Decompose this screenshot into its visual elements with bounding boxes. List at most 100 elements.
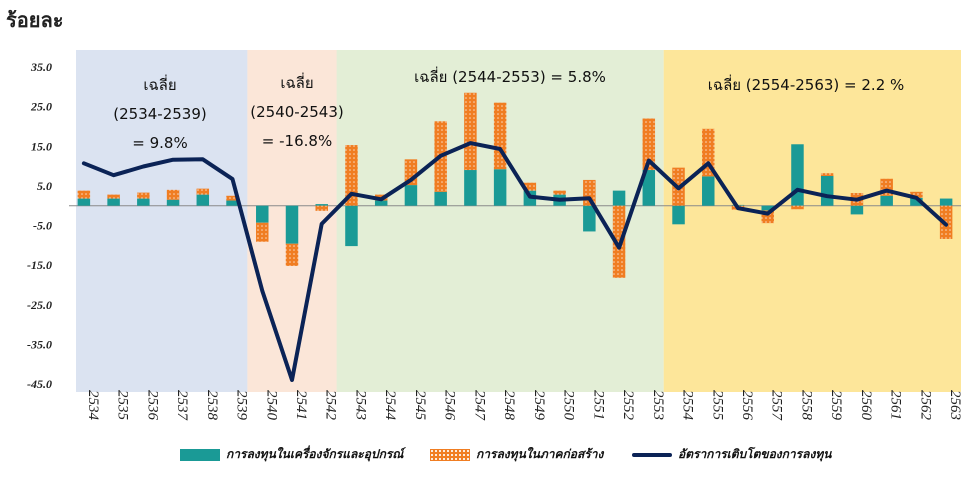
growth-point-2560 — [855, 198, 859, 202]
growth-point-2535 — [112, 173, 116, 177]
legend-label-construction: การลงทุนในภาคก่อสร้าง — [476, 447, 604, 461]
growth-rate-line — [81, 141, 949, 382]
period-average-label: = 9.8% — [132, 134, 187, 152]
construction-bar-2547 — [464, 92, 477, 171]
legend-swatch-growth-rate — [632, 452, 672, 457]
machinery-bar-2543 — [345, 205, 358, 247]
machinery-bar-2552 — [612, 190, 626, 206]
x-tick-label: 2550 — [561, 390, 577, 421]
machinery-bar-2558 — [791, 144, 804, 206]
x-tick-label: 2554 — [680, 390, 696, 421]
y-tick-label: 35.0 — [30, 60, 52, 74]
legend-label-growth-rate: อัตราการเติบโตของการลงทุน — [678, 447, 832, 461]
construction-bar-2535 — [107, 194, 120, 199]
x-tick-label: 2543 — [352, 390, 368, 420]
machinery-bar-2545 — [404, 185, 418, 206]
machinery-bar-2537 — [166, 199, 180, 206]
x-tick-label: 2535 — [115, 390, 131, 421]
x-tick-label: 2537 — [174, 390, 190, 422]
growth-point-2544 — [379, 197, 383, 201]
x-tick-label: 2559 — [828, 390, 844, 421]
machinery-bar-2563 — [939, 198, 953, 206]
x-tick-label: 2551 — [590, 390, 606, 420]
construction-bar-2536 — [137, 192, 150, 199]
period-average-label: เฉลี่ย — [143, 74, 176, 94]
growth-point-2542 — [320, 222, 324, 226]
legend-swatch-construction — [430, 448, 470, 461]
period-average-label: (2540-2543) — [250, 103, 343, 121]
y-tick-label: 25.0 — [30, 100, 52, 114]
x-tick-label: 2536 — [144, 390, 160, 421]
x-tick-label: 2545 — [412, 390, 428, 421]
growth-point-2555 — [706, 161, 710, 165]
growth-point-2561 — [885, 189, 889, 193]
x-tick-label: 2540 — [263, 390, 279, 421]
x-tick-label: 2557 — [769, 390, 785, 422]
growth-point-2534 — [82, 161, 86, 165]
x-tick-label: 2555 — [709, 390, 725, 421]
growth-point-2536 — [141, 164, 145, 168]
machinery-bar-2547 — [464, 170, 477, 206]
machinery-bar-2538 — [196, 194, 210, 206]
machinery-bar-2546 — [434, 191, 447, 206]
x-tick-label: 2539 — [234, 390, 250, 421]
x-tick-label: 2548 — [501, 390, 517, 420]
growth-point-2539 — [231, 177, 235, 181]
x-tick-label: 2563 — [947, 390, 963, 420]
machinery-bar-2554 — [672, 205, 685, 225]
x-tick-label: 2553 — [650, 390, 666, 420]
investment-growth-chart: 35.025.015.05.0-5.0-15.0-25.0-35.0-45.0 … — [27, 50, 963, 422]
machinery-bar-2551 — [583, 205, 596, 232]
growth-point-2552 — [617, 246, 621, 250]
construction-bar-2541 — [285, 243, 299, 266]
growth-point-2558 — [795, 188, 799, 192]
machinery-bar-2544 — [374, 200, 388, 206]
period-band-3 — [663, 50, 961, 392]
x-tick-label: 2556 — [739, 390, 755, 421]
construction-bar-2540 — [256, 222, 269, 242]
x-tick-label: 2542 — [323, 390, 339, 421]
machinery-bar-2535 — [107, 198, 120, 206]
legend: การลงทุนในเครื่องจักรและอุปกรณ์ การลงทุน… — [0, 445, 972, 469]
machinery-bar-2534 — [77, 198, 91, 206]
x-tick-label: 2546 — [442, 390, 458, 421]
construction-bar-2549 — [523, 182, 537, 191]
construction-bar-2542 — [315, 205, 328, 211]
construction-bar-2534 — [77, 190, 91, 199]
growth-point-2548 — [498, 147, 502, 151]
y-tick-label: -5.0 — [33, 219, 52, 233]
construction-bar-2543 — [345, 145, 358, 206]
y-tick-label: -45.0 — [27, 377, 52, 391]
x-tick-label: 2544 — [382, 390, 398, 421]
growth-point-2545 — [409, 178, 413, 182]
growth-point-2551 — [587, 196, 591, 200]
x-tick-label: 2560 — [858, 390, 874, 421]
growth-point-2550 — [558, 198, 562, 202]
y-tick-label: 5.0 — [37, 179, 52, 193]
y-tick-label: -35.0 — [27, 337, 52, 351]
construction-bar-2559 — [820, 173, 834, 176]
growth-point-2557 — [766, 212, 770, 216]
y-tick-label: -25.0 — [27, 298, 52, 312]
x-tick-label: 2558 — [798, 390, 814, 421]
growth-point-2547 — [468, 141, 472, 145]
construction-bar-2558 — [791, 205, 804, 210]
period-average-label: เฉลี่ย (2544-2553) = 5.8% — [414, 66, 606, 86]
y-tick-label: -15.0 — [27, 258, 52, 272]
machinery-bar-2557 — [761, 205, 774, 211]
growth-point-2538 — [201, 157, 205, 161]
growth-point-2563 — [944, 223, 948, 227]
legend-item-construction: การลงทุนในภาคก่อสร้าง — [430, 445, 603, 464]
x-tick-label: 2541 — [293, 390, 309, 420]
legend-item-growth-rate: อัตราการเติบโตของการลงทุน — [632, 445, 831, 464]
growth-point-2541 — [290, 378, 294, 382]
construction-bar-2537 — [166, 189, 180, 200]
construction-bar-2538 — [196, 188, 210, 195]
legend-item-machinery: การลงทุนในเครื่องจักรและอุปกรณ์ — [180, 445, 403, 464]
machinery-bar-2541 — [285, 205, 299, 244]
machinery-bar-2540 — [256, 205, 269, 223]
machinery-bar-2548 — [493, 169, 507, 206]
machinery-bar-2560 — [850, 205, 864, 215]
machinery-bar-2559 — [820, 175, 834, 206]
machinery-bar-2555 — [702, 176, 715, 206]
